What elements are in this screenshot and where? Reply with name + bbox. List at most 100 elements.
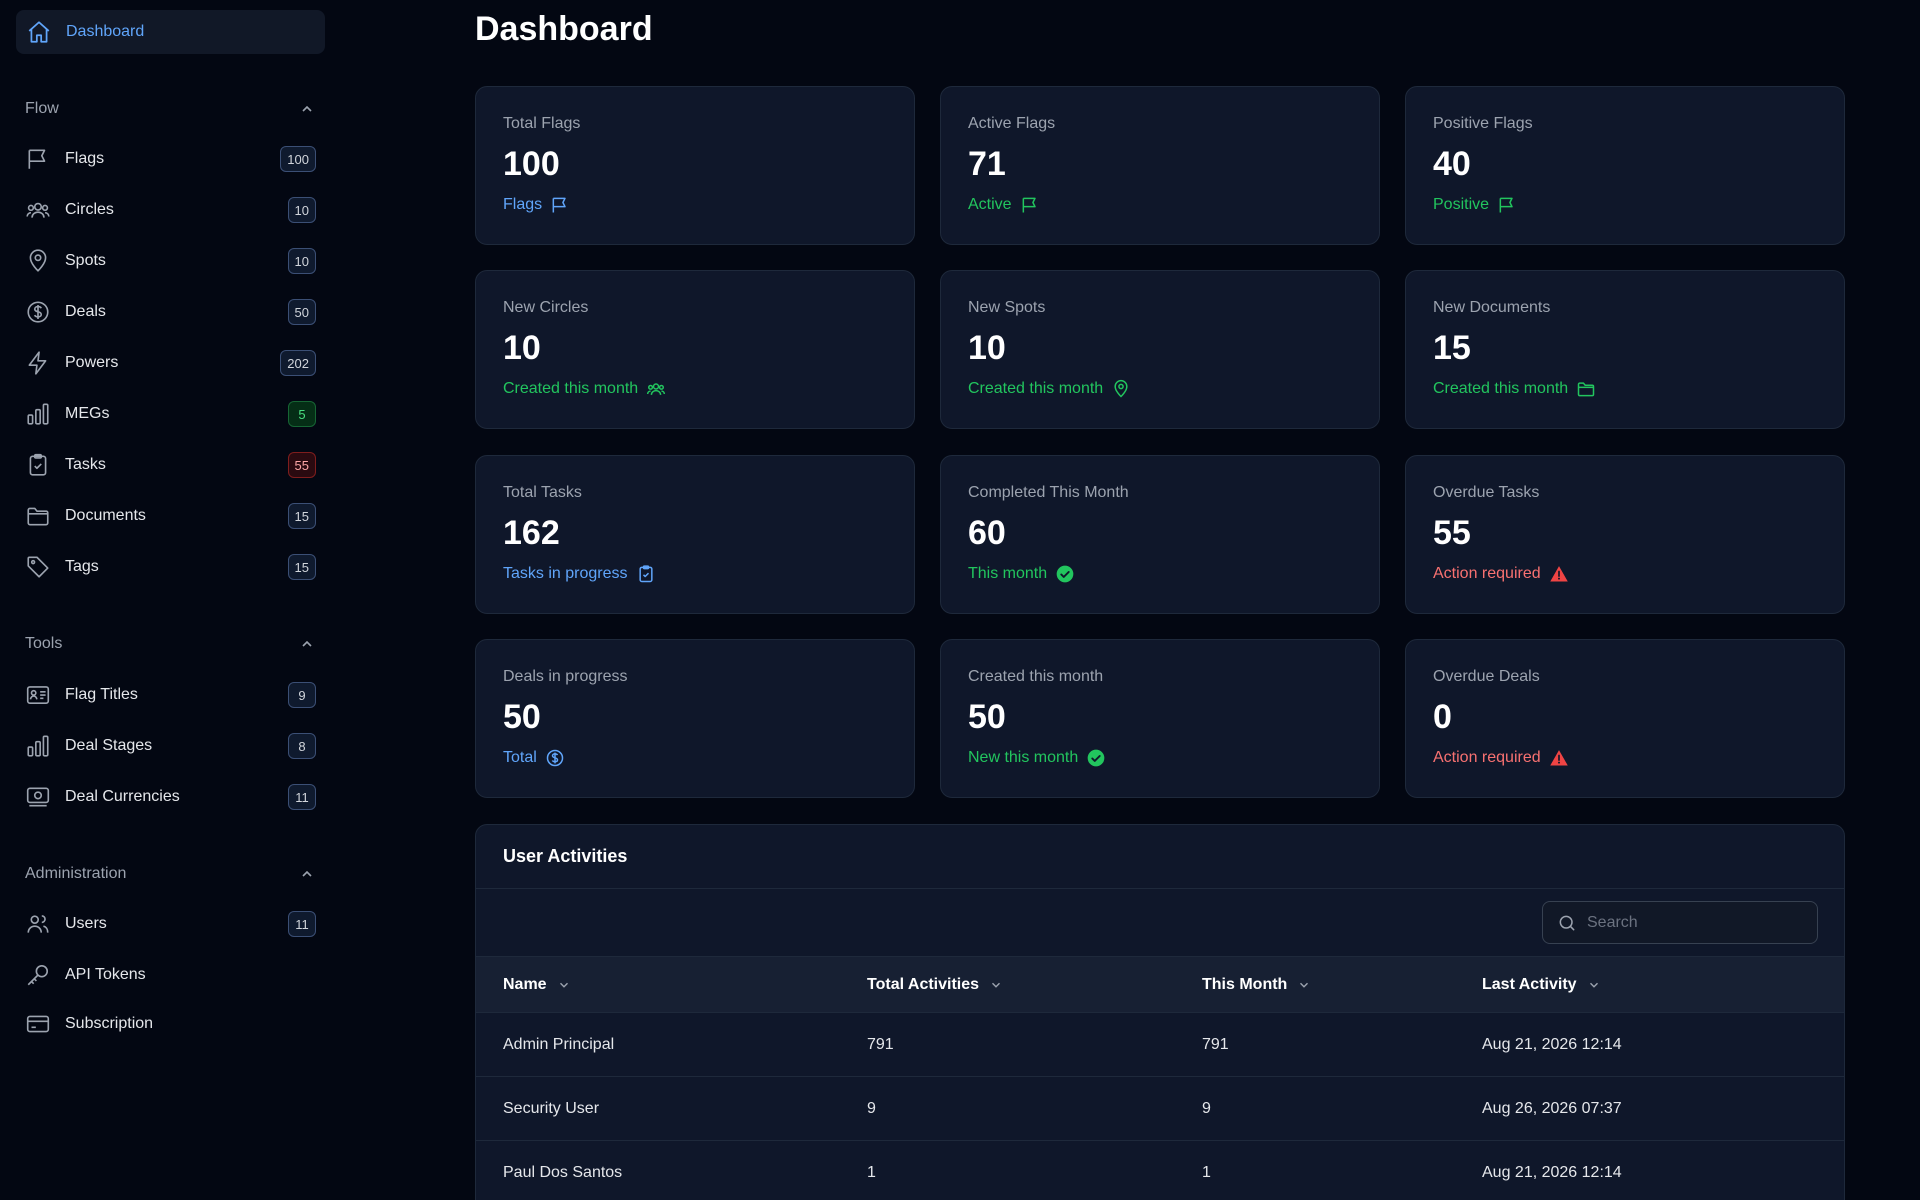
count-badge: 8	[288, 733, 316, 759]
count-badge: 10	[287, 248, 316, 274]
sidebar-item-tags[interactable]: Tags 15	[16, 545, 325, 589]
stat-value: 71	[968, 145, 1006, 183]
section-header-administration[interactable]: Administration	[25, 860, 315, 888]
sidebar-item-flag-titles[interactable]: Flag Titles 9	[16, 673, 325, 717]
table-row[interactable]: Admin Principal 791 791 Aug 21, 2026 12:…	[476, 1013, 1844, 1077]
sidebar-item-subscription[interactable]: Subscription	[16, 1002, 325, 1046]
sidebar-item-label: Powers	[65, 354, 119, 371]
column-label: Total Activities	[867, 976, 980, 993]
count-badge: 9	[288, 682, 316, 708]
sidebar-item-api-tokens[interactable]: API Tokens	[16, 953, 325, 997]
stat-label: Total Flags	[503, 115, 581, 132]
stat-card-overdue-deals[interactable]: Overdue Deals 0 Action required	[1405, 639, 1845, 798]
stat-label: Completed This Month	[968, 484, 1129, 501]
stat-value: 55	[1433, 514, 1471, 552]
stat-card-active-flags[interactable]: Active Flags 71 Active	[940, 86, 1380, 245]
stat-card-total-tasks[interactable]: Total Tasks 162 Tasks in progress	[475, 455, 915, 614]
section-title: Tools	[25, 635, 63, 652]
stat-value: 0	[1433, 698, 1452, 736]
cell-last-activity: Aug 21, 2026 12:14	[1482, 1164, 1622, 1181]
chevron-up-icon	[299, 101, 315, 117]
cell-total-activities: 9	[867, 1100, 876, 1117]
users-icon	[646, 379, 666, 399]
sidebar-item-label: Dashboard	[66, 23, 145, 40]
sidebar-item-label: Flags	[65, 150, 105, 167]
stat-label: Positive Flags	[1433, 115, 1533, 132]
table-row[interactable]: Security User 9 9 Aug 26, 2026 07:37	[476, 1077, 1844, 1141]
stat-card-completed-this-month[interactable]: Completed This Month 60 This month	[940, 455, 1380, 614]
count-badge: 5	[288, 401, 316, 427]
column-header-this-month[interactable]: This Month	[1202, 957, 1311, 1013]
search-field[interactable]	[1542, 901, 1818, 944]
stat-card-new-circles[interactable]: New Circles 10 Created this month	[475, 270, 915, 429]
sidebar-item-deal-currencies[interactable]: Deal Currencies 11	[16, 775, 325, 819]
sidebar-item-dashboard[interactable]: Dashboard	[16, 10, 325, 54]
map-pin-icon	[1111, 379, 1131, 399]
stat-subtitle: Action required	[1433, 564, 1844, 584]
stat-value: 40	[1433, 145, 1471, 183]
stat-card-new-spots[interactable]: New Spots 10 Created this month	[940, 270, 1380, 429]
sidebar-item-label: Deals	[65, 303, 106, 320]
stat-card-total-flags[interactable]: Total Flags 100 Flags	[475, 86, 915, 245]
sidebar-item-label: Documents	[65, 507, 146, 524]
sidebar-item-label: Subscription	[65, 1015, 154, 1032]
stat-value: 10	[503, 329, 541, 367]
sidebar-item-tasks[interactable]: Tasks 55	[16, 443, 325, 487]
stat-subtitle: Created this month	[503, 379, 914, 399]
warning-icon	[1549, 564, 1569, 584]
sidebar-item-powers[interactable]: Powers 202	[16, 341, 325, 385]
stat-subtitle-text: This month	[968, 565, 1048, 582]
stat-card-positive-flags[interactable]: Positive Flags 40 Positive	[1405, 86, 1845, 245]
stat-subtitle-text: New this month	[968, 749, 1079, 766]
column-header-total-activities[interactable]: Total Activities	[867, 957, 1003, 1013]
sidebar-item-deal-stages[interactable]: Deal Stages 8	[16, 724, 325, 768]
users-icon	[25, 197, 51, 223]
stat-label: Overdue Tasks	[1433, 484, 1540, 501]
cell-name: Admin Principal	[503, 1036, 615, 1053]
sidebar-item-label: Spots	[65, 252, 106, 269]
stat-label: Deals in progress	[503, 668, 628, 685]
stat-value: 50	[503, 698, 541, 736]
stat-label: New Spots	[968, 299, 1046, 316]
stat-card-overdue-tasks[interactable]: Overdue Tasks 55 Action required	[1405, 455, 1845, 614]
count-badge: 11	[288, 784, 316, 810]
cell-name: Paul Dos Santos	[503, 1164, 623, 1181]
bar-chart-icon	[25, 401, 51, 427]
sidebar-item-flags[interactable]: Flags 100	[16, 137, 325, 181]
section-title: Flow	[25, 100, 59, 117]
flag-icon	[1020, 195, 1040, 215]
sidebar-item-users[interactable]: Users 11	[16, 902, 325, 946]
cell-this-month: 9	[1202, 1100, 1211, 1117]
stat-subtitle-text: Created this month	[503, 380, 639, 397]
stat-subtitle-text: Created this month	[968, 380, 1104, 397]
stat-value: 50	[968, 698, 1006, 736]
column-header-name[interactable]: Name	[503, 957, 571, 1013]
sidebar-item-megs[interactable]: MEGs 5	[16, 392, 325, 436]
stat-subtitle: Total	[503, 748, 914, 768]
count-badge: 11	[288, 911, 316, 937]
stat-card-created-this-month[interactable]: Created this month 50 New this month	[940, 639, 1380, 798]
column-header-last-activity[interactable]: Last Activity	[1482, 957, 1601, 1013]
stat-subtitle: Positive	[1433, 195, 1844, 215]
count-badge: 15	[287, 503, 316, 529]
sidebar-item-spots[interactable]: Spots 10	[16, 239, 325, 283]
section-header-flow[interactable]: Flow	[25, 95, 315, 123]
stat-card-deals-in-progress[interactable]: Deals in progress 50 Total	[475, 639, 915, 798]
count-badge: 100	[280, 146, 316, 172]
search-input[interactable]	[1587, 913, 1787, 932]
flag-icon	[550, 195, 570, 215]
section-header-tools[interactable]: Tools	[25, 630, 315, 658]
cell-name: Security User	[503, 1100, 600, 1117]
stat-label: Active Flags	[968, 115, 1056, 132]
stat-subtitle-text: Total	[503, 749, 537, 766]
table-row[interactable]: Paul Dos Santos 1 1 Aug 21, 2026 12:14	[476, 1141, 1844, 1200]
chevron-down-icon	[989, 978, 1003, 992]
stat-subtitle: Created this month	[968, 379, 1379, 399]
check-circle-icon	[1086, 748, 1106, 768]
stat-card-new-documents[interactable]: New Documents 15 Created this month	[1405, 270, 1845, 429]
sidebar-item-deals[interactable]: Deals 50	[16, 290, 325, 334]
sidebar-item-documents[interactable]: Documents 15	[16, 494, 325, 538]
stat-value: 10	[968, 329, 1006, 367]
banknote-icon	[25, 784, 51, 810]
sidebar-item-circles[interactable]: Circles 10	[16, 188, 325, 232]
